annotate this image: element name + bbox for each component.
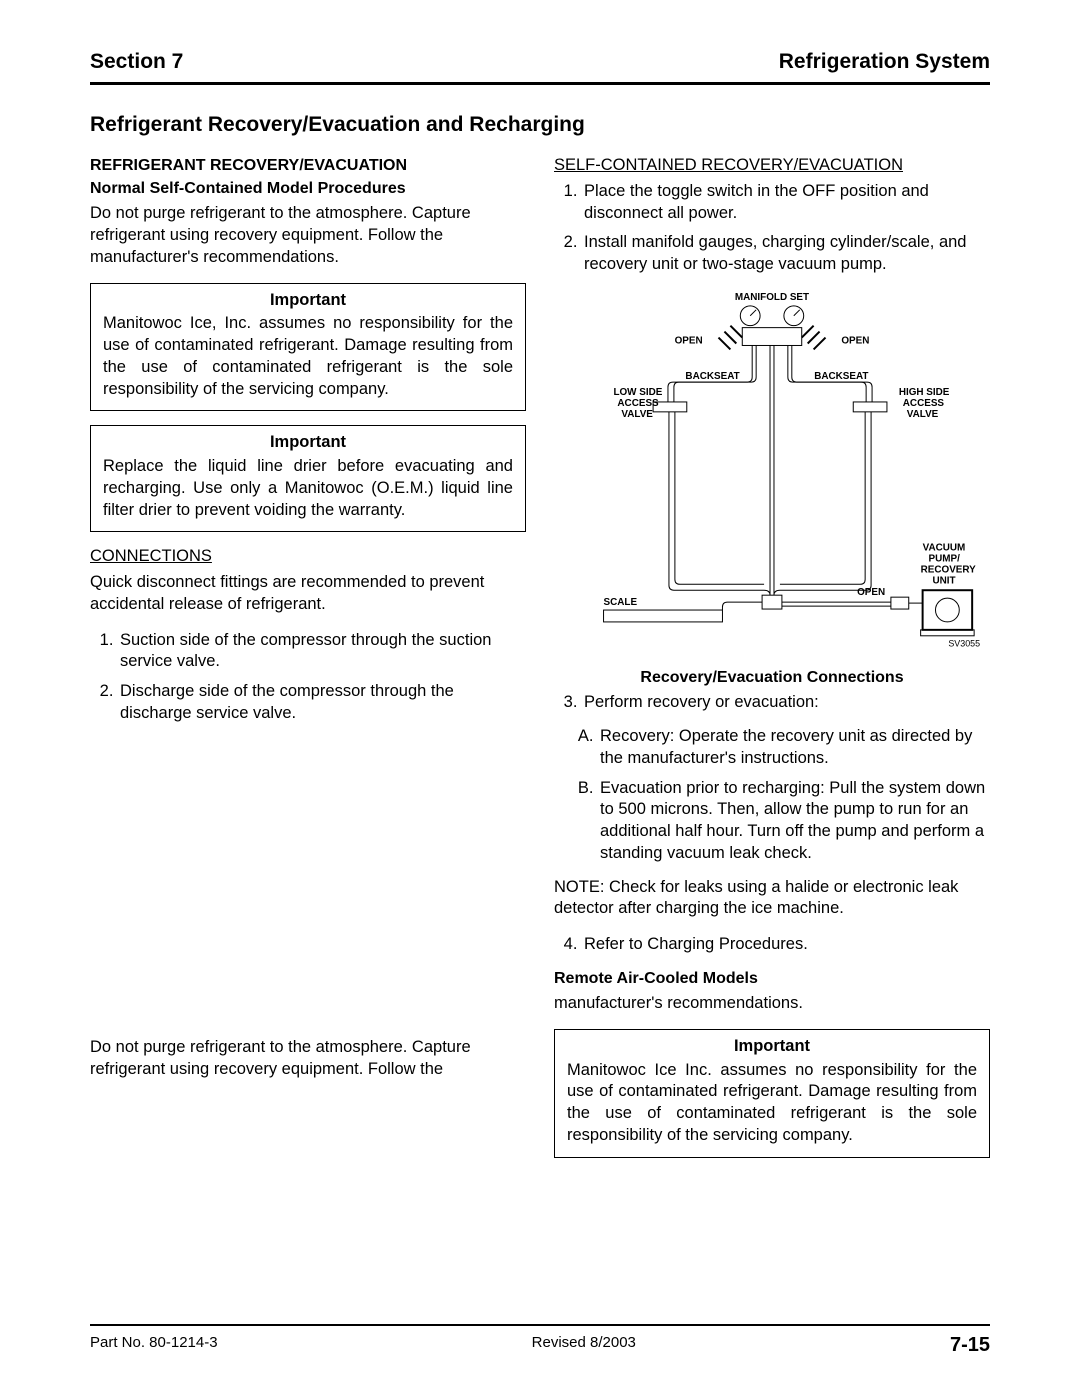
connections-list: Suction side of the compressor through t… (90, 630, 526, 725)
connections-intro: Quick disconnect fittings are recommende… (90, 572, 526, 616)
page-footer: Part No. 80-1214-3 Revised 8/2003 7-15 (90, 1324, 990, 1357)
lbl-open-r: OPEN (841, 335, 869, 346)
right-steps-3-sub: Recovery: Operate the recovery unit as d… (554, 726, 990, 865)
lbl-backseat-l: BACKSEAT (685, 371, 739, 382)
left-bottom-p: Do not purge refrigerant to the atmosphe… (90, 1037, 526, 1081)
important-text-3: Manitowoc Ice Inc. assumes no responsibi… (567, 1060, 977, 1147)
scale-icon (604, 610, 723, 622)
gauge-right-icon (784, 306, 804, 326)
page-header: Section 7 Refrigeration System (90, 50, 990, 85)
high-side-valve-icon (853, 402, 887, 412)
recovery-diagram: MANIFOLD SET OPEN OPEN (554, 288, 990, 661)
important-title-2: Important (103, 432, 513, 454)
lbl-backseat-r: BACKSEAT (814, 371, 868, 382)
remote-heading: Remote Air-Cooled Models (554, 968, 990, 989)
main-title: Refrigerant Recovery/Evacuation and Rech… (90, 113, 990, 137)
important-box-3: Important Manitowoc Ice Inc. assumes no … (554, 1029, 990, 1158)
lbl-lowside: LOW SIDEACCESSVALVE (613, 387, 662, 420)
lbl-open-b: OPEN (857, 587, 885, 598)
important-box-1: Important Manitowoc Ice, Inc. assumes no… (90, 283, 526, 412)
right-h1: SELF-CONTAINED RECOVERY/EVACUATION (554, 155, 990, 177)
header-left: Section 7 (90, 50, 183, 74)
footer-rev: Revised 8/2003 (532, 1334, 636, 1357)
left-p1: Do not purge refrigerant to the atmosphe… (90, 203, 526, 268)
step-3a: Recovery: Operate the recovery unit as d… (598, 726, 990, 770)
diagram-id: SV3055 (948, 639, 980, 649)
important-text-2: Replace the liquid line drier before eva… (103, 456, 513, 521)
vacuum-pump-icon (923, 590, 973, 630)
footer-page: 7-15 (950, 1334, 990, 1357)
lbl-vacuum: VACUUMPUMP/RECOVERYUNIT (921, 542, 977, 586)
lbl-open-l: OPEN (675, 335, 703, 346)
right-steps-1-2: Place the toggle switch in the OFF posit… (554, 181, 990, 276)
connections-heading: CONNECTIONS (90, 546, 526, 568)
two-column-layout: REFRIGERANT RECOVERY/EVACUATION Normal S… (90, 155, 990, 1172)
important-title-1: Important (103, 290, 513, 312)
step-1: Place the toggle switch in the OFF posit… (582, 181, 990, 225)
important-text-1: Manitowoc Ice, Inc. assumes no responsib… (103, 313, 513, 400)
left-column: REFRIGERANT RECOVERY/EVACUATION Normal S… (90, 155, 526, 1172)
right-steps-3: Perform recovery or evacuation: (554, 692, 990, 714)
step-3b: Evacuation prior to recharging: Pull the… (598, 778, 990, 865)
right-column: SELF-CONTAINED RECOVERY/EVACUATION Place… (554, 155, 990, 1172)
lbl-manifold: MANIFOLD SET (735, 292, 809, 303)
footer-part: Part No. 80-1214-3 (90, 1334, 218, 1357)
header-right: Refrigeration System (779, 50, 990, 74)
step-3: Perform recovery or evacuation: (582, 692, 990, 714)
remote-p: manufacturer's recommendations. (554, 993, 990, 1015)
left-h2: Normal Self-Contained Model Procedures (90, 178, 526, 199)
step-4: Refer to Charging Procedures. (582, 934, 990, 956)
left-h1: REFRIGERANT RECOVERY/EVACUATION (90, 155, 526, 176)
important-title-3: Important (567, 1036, 977, 1058)
step-2: Install manifold gauges, charging cylind… (582, 232, 990, 276)
conn-item-2: Discharge side of the compressor through… (118, 681, 526, 725)
lbl-highside: HIGH SIDEACCESSVALVE (899, 387, 950, 420)
diagram-svg: MANIFOLD SET OPEN OPEN (554, 288, 990, 655)
important-box-2: Important Replace the liquid line drier … (90, 425, 526, 532)
conn-item-1: Suction side of the compressor through t… (118, 630, 526, 674)
right-steps-4: Refer to Charging Procedures. (554, 934, 990, 956)
diagram-caption: Recovery/Evacuation Connections (554, 667, 990, 688)
note-text: NOTE: Check for leaks using a halide or … (554, 877, 990, 921)
lbl-scale: SCALE (604, 597, 638, 608)
